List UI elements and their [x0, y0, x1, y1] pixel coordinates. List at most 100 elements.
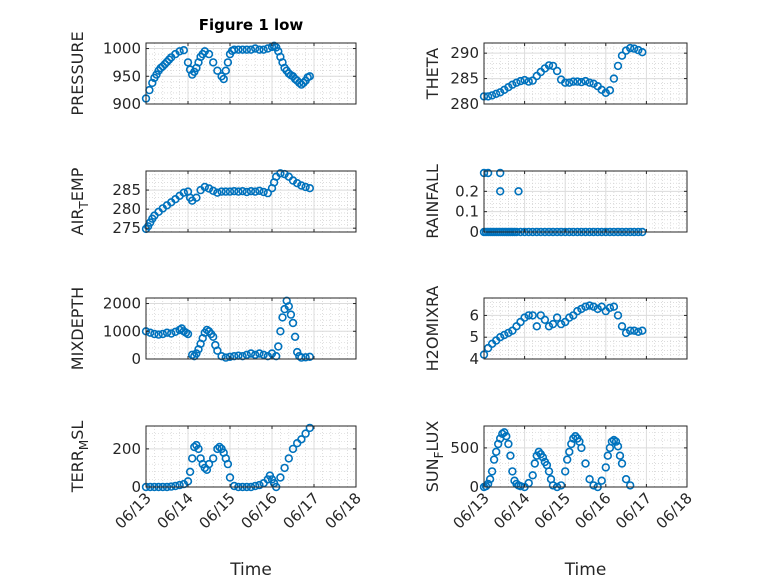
data-point: [301, 182, 310, 192]
data-point: [299, 78, 308, 88]
y-tick-label: 950: [112, 67, 141, 85]
data-point: [255, 349, 264, 358]
data-point: [255, 480, 264, 490]
ylabel-4: MIXDEPTH: [68, 287, 87, 370]
panel-5: 4 5 6 H2OMIXRA: [423, 286, 688, 372]
data-point: [242, 45, 252, 54]
data-point: [221, 187, 231, 196]
data-point: [297, 353, 306, 362]
data-point: [605, 303, 615, 312]
data-point: [538, 453, 548, 462]
data-point: [581, 459, 590, 468]
data-point: [540, 315, 550, 324]
data-point: [167, 329, 176, 338]
data-point: [548, 319, 558, 329]
data-point: [609, 302, 619, 311]
ylabel-5: H2OMIXRA: [423, 286, 442, 372]
data-point: [496, 333, 505, 342]
data-point: [301, 353, 310, 362]
data-point: [204, 49, 214, 59]
data-point: [487, 91, 497, 100]
axes-box: [145, 170, 357, 233]
data-point: [489, 455, 499, 464]
panel-1: 280 285 290 THETA: [423, 42, 688, 113]
data-point: [305, 72, 314, 81]
data-point: [259, 45, 268, 54]
major-grid: [146, 298, 356, 359]
data-point: [209, 332, 218, 341]
data-point: [255, 45, 264, 54]
data-point: [223, 58, 233, 67]
data-point: [255, 186, 264, 196]
plot-area: [484, 171, 687, 232]
data-point: [514, 187, 523, 196]
axes-box: [483, 425, 688, 488]
data-point: [481, 482, 491, 491]
ylabel-1: THETA: [423, 48, 442, 100]
data-point: [221, 353, 231, 362]
major-grid: [146, 426, 356, 487]
data-point: [251, 44, 260, 53]
data-point: [603, 451, 612, 460]
data-point: [192, 193, 201, 202]
data-point: [286, 310, 296, 319]
data-point: [242, 187, 252, 197]
data-point: [496, 187, 505, 196]
data-point: [634, 327, 643, 336]
x-tick-label: 06/15: [196, 489, 239, 532]
data-point: [585, 78, 594, 87]
y-tick-label: 5: [469, 328, 479, 346]
data-point: [528, 76, 537, 85]
data-point: [581, 76, 590, 86]
data-point: [530, 459, 539, 468]
data-point: [171, 327, 180, 336]
data-point: [560, 317, 570, 327]
ylabel-2: AIRTEMP: [68, 167, 91, 235]
data-point: [502, 432, 511, 441]
data-point: [234, 45, 243, 54]
ylabel-6: TERRMSL: [68, 421, 91, 494]
data-point: [487, 467, 497, 476]
y-tick-label: 280: [450, 95, 479, 113]
series-markers: [479, 428, 635, 492]
data-point: [234, 187, 243, 196]
x-tick-label: 06/15: [531, 489, 574, 532]
data-point: [290, 332, 300, 341]
data-point: [251, 350, 260, 359]
data-point: [601, 463, 610, 472]
data-point: [225, 352, 235, 361]
y-tick-label: 0.2: [455, 182, 479, 200]
data-point: [162, 328, 172, 337]
data-point: [524, 311, 533, 320]
data-point: [597, 476, 606, 485]
data-point: [638, 326, 647, 335]
data-point: [288, 444, 298, 454]
data-point: [238, 45, 247, 54]
data-point: [483, 168, 493, 178]
data-point: [238, 352, 247, 361]
data-point: [516, 317, 525, 327]
data-point: [276, 169, 285, 178]
series-markers: [141, 41, 314, 103]
y-tick-label: 0: [469, 223, 479, 241]
data-point: [175, 480, 184, 490]
data-point: [160, 59, 170, 69]
data-point: [615, 451, 625, 460]
data-point: [280, 463, 289, 473]
data-point: [297, 181, 306, 190]
data-point: [560, 78, 570, 87]
data-point: [238, 187, 247, 196]
panel-3: 0 0.1 0.2 RAINFALL: [423, 164, 688, 241]
data-point: [625, 43, 635, 53]
series-markers: [479, 301, 647, 359]
data-point: [548, 481, 558, 490]
axes-box: [483, 170, 688, 233]
data-point: [179, 45, 189, 55]
data-point: [625, 326, 635, 335]
data-point: [571, 432, 580, 441]
data-point: [573, 77, 582, 86]
y-tick-label: 0.1: [455, 203, 479, 221]
data-point: [556, 319, 566, 329]
data-point: [230, 45, 239, 54]
